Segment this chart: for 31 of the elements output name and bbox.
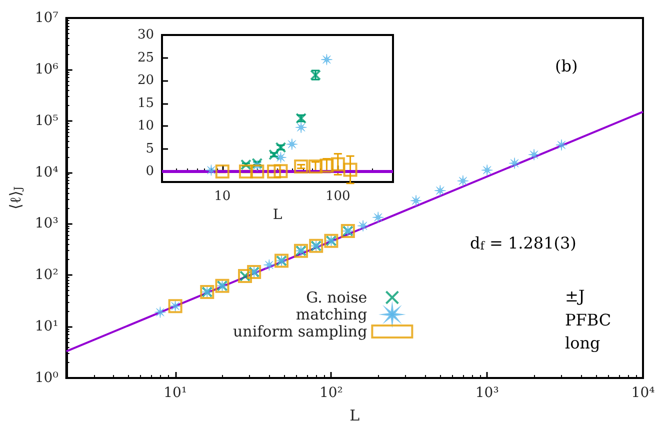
y-axis-title: ⟨ℓ⟩J [6, 186, 24, 210]
annotation: long [565, 334, 600, 352]
y-tick-label: 20 [137, 73, 154, 88]
legend-label: matching [296, 306, 368, 324]
x-tick-label: 10⁴ [631, 385, 656, 401]
y-tick-label: 25 [137, 50, 154, 66]
y-tick-label: 0 [146, 164, 154, 180]
x-tick-label: 10³ [475, 385, 499, 401]
annotation: ±J [565, 286, 585, 306]
y-tick-label: 10⁶ [34, 61, 59, 78]
y-tick-label: 30 [137, 28, 154, 42]
x-tick-label: 10² [319, 385, 343, 401]
annotation: PFBC [565, 310, 612, 330]
y-tick-label: 10 [137, 118, 154, 134]
y-tick-label: 10¹ [34, 318, 58, 335]
x-tick-label: 10¹ [164, 385, 188, 401]
y-tick-label: 10⁵ [34, 112, 59, 129]
legend-label: G. noise [306, 288, 368, 306]
y-tick-label: 15 [137, 96, 154, 111]
legend-label: uniform sampling [233, 322, 368, 340]
y-tick-label: 5 [146, 141, 154, 156]
y-tick-label: 10⁷ [34, 10, 59, 26]
y-tick-label: 10⁰ [34, 370, 59, 386]
y-tick-label: 10⁴ [34, 164, 59, 180]
y-tick-label: 10² [34, 267, 58, 284]
x-axis-title: L [272, 206, 282, 223]
x-axis-title: L [350, 406, 360, 424]
annotation: (b) [555, 56, 578, 76]
annotation: df = 1.281(3) [470, 234, 576, 253]
y-tick-label: 10³ [34, 216, 58, 232]
x-tick-label: 100 [325, 189, 350, 204]
